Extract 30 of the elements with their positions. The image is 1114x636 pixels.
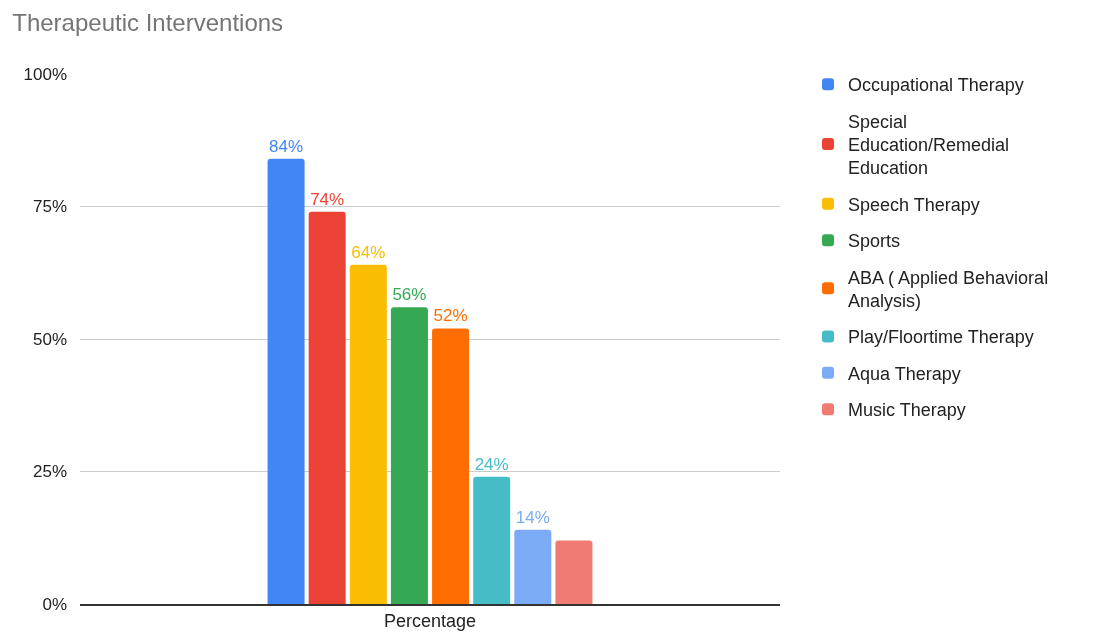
y-tick-label: 100% xyxy=(23,64,67,84)
data-label: 52% xyxy=(433,306,468,326)
bar xyxy=(555,540,593,604)
bar xyxy=(267,158,305,604)
data-label: 56% xyxy=(392,285,427,305)
y-tick-label: 0% xyxy=(42,594,67,614)
data-label: 64% xyxy=(351,242,386,262)
data-label: 74% xyxy=(310,189,345,209)
legend-label: Music Therapy xyxy=(848,400,966,421)
legend-label: Play/Floortime Therapy xyxy=(848,327,1034,348)
legend-label: Speech Therapy xyxy=(848,194,980,215)
bar xyxy=(390,307,428,604)
y-tick-label: 75% xyxy=(32,197,67,217)
data-label: 14% xyxy=(515,507,550,527)
y-tick-label: 25% xyxy=(32,462,67,482)
bar xyxy=(349,264,387,604)
chart-title: Therapeutic Interventions xyxy=(12,8,284,36)
legend-label: ABA ( Applied Behavioral Analysis) xyxy=(848,267,1049,312)
bar xyxy=(514,529,552,604)
bar xyxy=(473,476,511,604)
legend-label: Aqua Therapy xyxy=(848,363,961,384)
bar xyxy=(308,211,346,604)
data-label: 24% xyxy=(474,454,509,474)
x-tick-label: Percentage xyxy=(383,611,477,632)
data-label: 84% xyxy=(269,136,304,156)
bar xyxy=(432,328,470,604)
legend-label: Special Education/Remedial Education xyxy=(848,111,1010,179)
y-tick-label: 50% xyxy=(32,329,67,349)
legend-label: Sports xyxy=(848,231,901,252)
legend-label: Occupational Therapy xyxy=(848,75,1024,96)
